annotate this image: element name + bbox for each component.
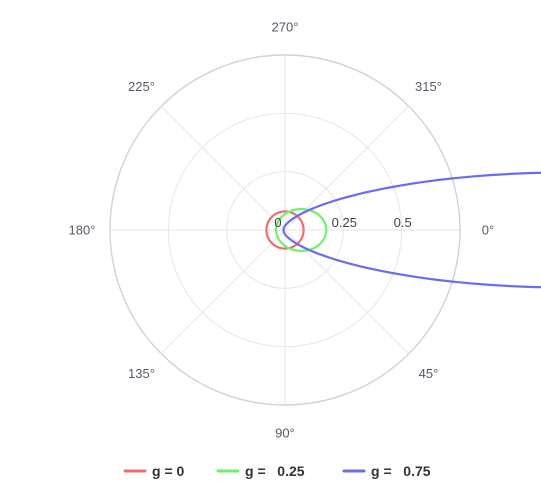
angle-tick-label: 45° (419, 366, 439, 381)
radial-tick-label: 0.25 (332, 215, 357, 230)
series-layer (265, 171, 541, 289)
grid-spoke (160, 229, 286, 355)
legend-item[interactable]: g = 0.75 (342, 463, 431, 479)
legend-item[interactable]: g = 0 (123, 463, 185, 479)
radial-tick-label: 0 (274, 215, 281, 230)
series-line (274, 207, 328, 253)
series-line (282, 171, 541, 289)
angle-tick-label: 135° (128, 366, 155, 381)
legend[interactable]: g = 0 g = 0.25 g = 0.75 (123, 463, 431, 479)
radial-tick-label: 0.5 (394, 215, 412, 230)
angle-tick-label: 90° (275, 426, 295, 441)
legend-label: g = 0.25 (245, 463, 305, 479)
legend-label: g = 0 (152, 463, 185, 479)
angle-tick-label: 0° (482, 223, 494, 238)
legend-label: g = 0.75 (371, 463, 431, 479)
angle-tick-label: 270° (272, 20, 299, 35)
radial-tick-labels: 0 0.25 0.5 (274, 215, 411, 230)
legend-item[interactable]: g = 0.25 (216, 463, 305, 479)
angle-tick-label: 180° (69, 223, 96, 238)
angle-tick-labels: 0° 45° 90° 135° 180° 225° 270° 315° (69, 20, 495, 441)
grid-spoke (160, 105, 286, 231)
angle-tick-label: 225° (128, 79, 155, 94)
polar-grid (109, 54, 461, 406)
angle-tick-label: 315° (415, 79, 442, 94)
series-line (265, 210, 305, 250)
